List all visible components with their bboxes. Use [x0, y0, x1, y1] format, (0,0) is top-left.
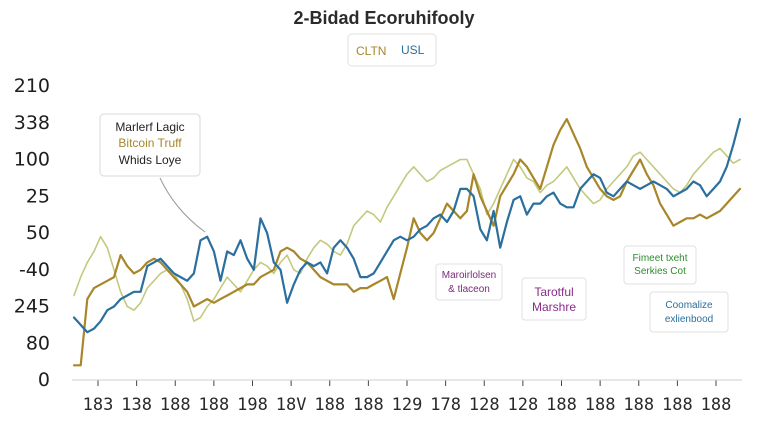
annotation-box-2: Maroirlolsen & tlaceon: [435, 263, 503, 301]
x-tick-label: 188: [160, 395, 191, 415]
series-line-unlabeled: [73, 147, 741, 322]
legend-label-usl: USL: [401, 43, 425, 57]
annotation-3-line-1: Tarotful: [534, 285, 573, 299]
y-tick-label: 210: [14, 75, 50, 97]
x-tick-label: 198: [237, 395, 268, 415]
x-tick-label: 178: [430, 395, 461, 415]
annotation-1-line-2: Bitcoin Truff: [118, 136, 182, 150]
y-tick-label: 0: [38, 369, 50, 391]
annotation-1-pointer: [159, 177, 206, 233]
y-tick-label: 50: [26, 222, 50, 244]
annotation-box-1: Marlerf Lagic Bitcoin Truff Whids Loye: [99, 113, 206, 233]
legend-box: [347, 33, 437, 67]
annotation-5-line-2: exlienbood: [665, 314, 713, 325]
series-line-cltn: [72, 118, 742, 367]
annotation-3-line-2: Marshre: [532, 300, 576, 314]
annotation-1-line-1: Marlerf Lagic: [115, 120, 184, 134]
y-tick-label: 338: [14, 112, 50, 134]
y-axis-ticks: 210 338 100 25 50 -40 245 80 0: [14, 75, 50, 391]
series-line-usl: [72, 118, 742, 334]
y-tick-label: 245: [14, 296, 50, 318]
x-tick-label: 18V: [276, 395, 307, 415]
legend: CLTN USL: [347, 33, 437, 67]
annotation-4-line-2: Serkies Cot: [634, 266, 686, 277]
y-tick-label: 25: [26, 185, 50, 207]
y-tick-label: -40: [19, 259, 50, 281]
y-tick-label: 80: [26, 332, 50, 354]
x-tick-label: 188: [353, 395, 384, 415]
y-tick-label: 100: [14, 149, 50, 171]
chart-title: 2-Bidad Ecoruhifooly: [293, 8, 474, 28]
x-tick-label: 188: [585, 395, 616, 415]
x-tick-label: 128: [508, 395, 539, 415]
annotation-2-line-1: Maroirlolsen: [442, 270, 496, 281]
x-tick-label: 188: [546, 395, 577, 415]
annotation-5-line-1: Coomalize: [665, 300, 713, 311]
legend-label-cltn: CLTN: [356, 44, 386, 58]
x-tick-label: 183: [83, 395, 114, 415]
x-tick-label: 128: [469, 395, 500, 415]
annotation-2-line-2: & tlaceon: [448, 284, 490, 295]
annotation-1-line-3: Whids Loye: [119, 153, 182, 167]
x-tick-label: 188: [662, 395, 693, 415]
x-tick-label: 129: [392, 395, 423, 415]
x-tick-label: 188: [623, 395, 654, 415]
x-axis-ticks: 183 138 188 188 198 18V 188 188 129 178 128 128 188 1…: [83, 380, 732, 415]
series-lines: [72, 118, 742, 367]
x-tick-label: 188: [314, 395, 345, 415]
annotation-box-3: Tarotful Marshre: [521, 277, 587, 321]
x-tick-label: 188: [199, 395, 230, 415]
annotation-box-5: Coomalize exlienbood: [649, 291, 729, 333]
x-tick-label: 138: [121, 395, 152, 415]
x-tick-label: 188: [701, 395, 732, 415]
annotation-box-4: Fimeet txeht Serkies Cot: [623, 245, 697, 285]
annotation-4-line-1: Fimeet txeht: [632, 253, 687, 264]
